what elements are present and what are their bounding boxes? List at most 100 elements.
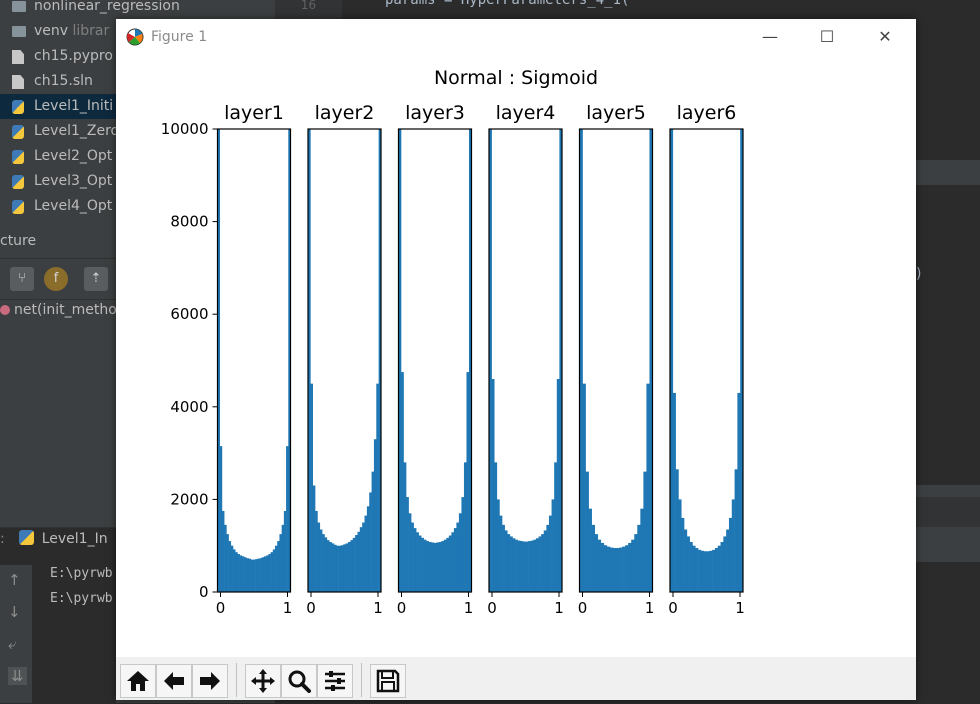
histogram-bar	[317, 522, 321, 592]
python-file-icon	[12, 175, 24, 189]
tree-item[interactable]: Level4_Opt	[0, 194, 275, 219]
navigation-toolbar	[116, 657, 916, 700]
histogram-bar	[546, 524, 550, 592]
histogram-bar	[712, 549, 716, 592]
python-file-icon	[12, 100, 24, 114]
back-arrow-icon[interactable]	[156, 664, 192, 698]
histogram-bar	[426, 541, 430, 592]
fields-icon[interactable]: f	[44, 267, 68, 291]
sort-icon[interactable]: ⑂	[10, 267, 34, 291]
histogram-bar	[418, 535, 422, 592]
histogram-bar	[371, 471, 375, 592]
pan-icon[interactable]	[245, 664, 281, 698]
histogram-bar	[373, 439, 377, 592]
close-button[interactable]: ✕	[878, 27, 892, 46]
histogram-bar	[352, 537, 356, 592]
forward-arrow-icon[interactable]	[192, 664, 228, 698]
tree-item-label: Level4_Opt	[34, 198, 113, 214]
subplot-layer4: layer4 0 1	[487, 102, 564, 617]
histogram-bar	[226, 534, 229, 592]
toolbar-separator	[361, 663, 362, 697]
histogram-bar	[582, 383, 586, 592]
structure-item-label: net(init_metho	[14, 302, 117, 318]
histogram-bar	[499, 515, 503, 592]
wrap-icon[interactable]: ⤶	[8, 635, 17, 653]
tree-item[interactable]: ch15.sln	[0, 69, 275, 94]
histogram-bar	[740, 129, 744, 592]
histogram-bar	[355, 535, 358, 592]
x-tick-label: 0	[578, 599, 588, 617]
histogram-bar	[310, 383, 314, 592]
histogram-bar	[597, 539, 602, 592]
scroll-end-icon[interactable]: ⇊	[8, 667, 27, 685]
tree-item[interactable]: venv librar	[0, 19, 275, 44]
configure-subplots-icon[interactable]	[317, 664, 353, 698]
histogram-bar	[541, 534, 545, 592]
histogram-bar	[268, 554, 271, 592]
histogram-bar	[692, 545, 696, 592]
histogram-bar	[585, 471, 589, 592]
histogram-bar	[364, 515, 368, 592]
python-file-icon	[12, 150, 24, 164]
autoscroll-icon[interactable]: ⇡	[84, 267, 108, 291]
home-icon[interactable]	[120, 664, 156, 698]
histogram-bar	[448, 535, 452, 592]
x-tick-label: 1	[464, 599, 474, 617]
maximize-button[interactable]: ☐	[819, 27, 835, 46]
up-arrow-icon[interactable]: ↑	[8, 571, 21, 589]
histogram-bar	[228, 541, 232, 592]
run-tab[interactable]: : Level1_In	[0, 530, 108, 547]
histogram-bar	[283, 510, 287, 592]
x-tick-label: 0	[397, 599, 407, 617]
histogram-bar	[520, 541, 524, 592]
method-icon	[0, 305, 10, 315]
histogram-bar	[312, 485, 316, 592]
histogram-bar	[322, 534, 325, 592]
subplot-layer2: layer2 0 1	[306, 102, 383, 617]
histogram-bar	[530, 540, 534, 592]
histogram-bar	[433, 542, 437, 592]
python-file-icon	[12, 125, 24, 139]
histogram-bar	[737, 392, 741, 592]
histogram-bar	[720, 541, 724, 592]
y-tick-label: 4000	[170, 398, 208, 416]
minimize-button[interactable]: —	[762, 27, 778, 46]
axes-frame	[488, 128, 563, 593]
histogram-bar	[456, 522, 460, 592]
histogram-bar	[257, 558, 260, 592]
tree-item[interactable]: Level2_Opt	[0, 144, 275, 169]
zoom-icon[interactable]	[281, 664, 317, 698]
save-icon[interactable]	[370, 664, 406, 698]
figure-canvas[interactable]: Normal : Sigmoid 0200040006000800010000 …	[116, 57, 916, 657]
histogram-bar	[551, 499, 555, 592]
tree-item[interactable]: Level3_Opt	[0, 169, 275, 194]
y-tick-label: 2000	[170, 490, 208, 508]
histogram-bar	[272, 549, 276, 592]
histogram-bar	[436, 542, 440, 592]
tree-item[interactable]: nonlinear_regression	[0, 0, 275, 19]
tree-item-label: Level1_Initi	[34, 98, 114, 114]
down-arrow-icon[interactable]: ↓	[8, 603, 21, 621]
file-icon	[12, 50, 24, 64]
histogram-bar	[266, 555, 269, 592]
histogram-bar	[509, 536, 513, 592]
histogram-bar	[512, 538, 516, 592]
histogram-bar	[684, 529, 688, 592]
run-header-band-2	[916, 527, 980, 562]
histogram-bar	[376, 383, 379, 592]
histogram-bar	[468, 129, 472, 592]
tree-item[interactable]: ch15.pypro	[0, 44, 275, 69]
x-tick-label: 1	[554, 599, 564, 617]
y-tick-label: 0	[199, 583, 209, 601]
histogram-bar	[600, 542, 605, 592]
histogram-bar	[315, 510, 318, 592]
histogram-bar	[350, 540, 354, 592]
tree-item[interactable]: Level1_Zero	[0, 119, 275, 144]
histogram-bar	[237, 554, 240, 592]
histogram-bar	[703, 551, 707, 592]
histogram-bar	[594, 534, 599, 592]
histogram-bar	[706, 551, 710, 592]
subplot-layer3: layer3 0 1	[397, 102, 474, 617]
structure-item[interactable]: net(init_metho	[0, 302, 117, 318]
